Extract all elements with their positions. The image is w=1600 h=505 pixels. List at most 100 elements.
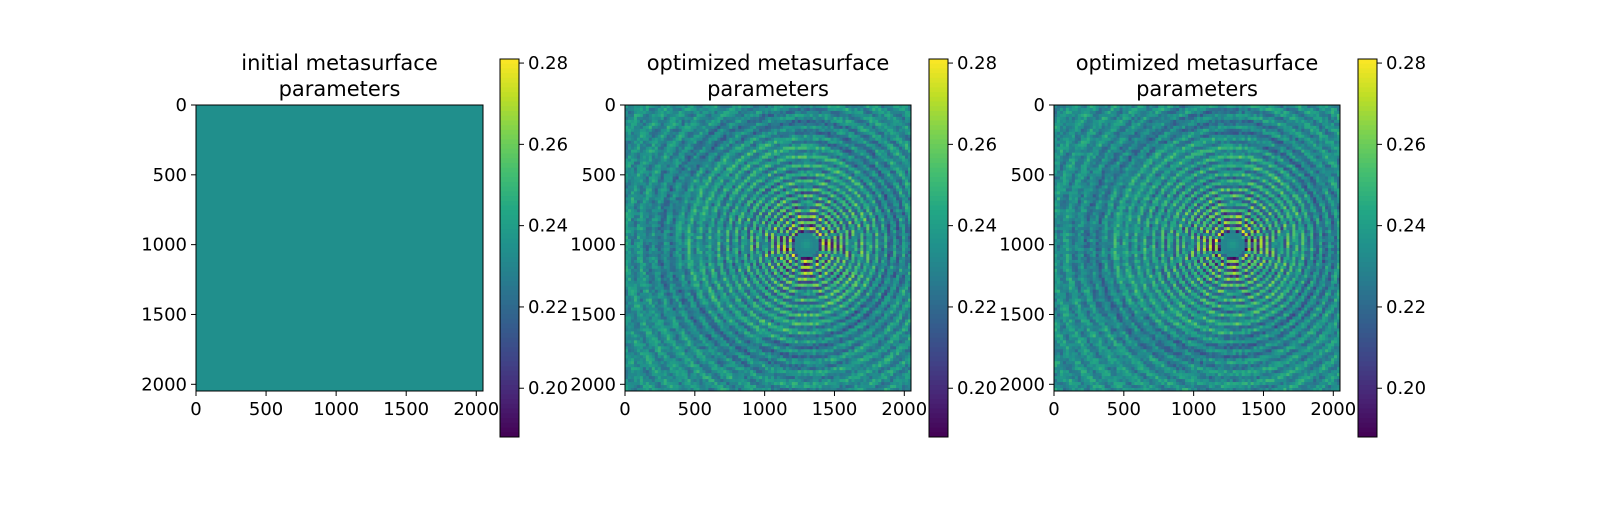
heatmap-cell [837, 251, 840, 254]
heatmap-cell [896, 174, 899, 177]
heatmap-cell [825, 156, 828, 159]
heatmap-cell [699, 144, 702, 147]
heatmap-cell [738, 105, 741, 108]
heatmap-cell [768, 129, 771, 132]
heatmap-cell [697, 203, 700, 206]
heatmap-cell [667, 105, 670, 108]
heatmap-cell [860, 188, 863, 191]
heatmap-cell [726, 159, 729, 162]
heatmap-cell [726, 123, 729, 126]
heatmap-cell [816, 135, 819, 138]
heatmap-cell [801, 206, 804, 209]
heatmap-cell [786, 212, 789, 215]
heatmap-cell [863, 123, 866, 126]
heatmap-cell [649, 168, 652, 171]
heatmap-cell [762, 224, 765, 227]
heatmap-cell [753, 174, 756, 177]
heatmap-cell [837, 188, 840, 191]
heatmap-cell [887, 251, 890, 254]
colorbar-segment [500, 163, 519, 168]
heatmap-cell [735, 123, 738, 126]
heatmap-cell [747, 221, 750, 224]
heatmap-cell [694, 224, 697, 227]
heatmap-cell [747, 230, 750, 233]
heatmap-cell [831, 138, 834, 141]
colorbar-segment [500, 239, 519, 244]
heatmap-cell [717, 239, 720, 242]
heatmap-cell [732, 174, 735, 177]
heatmap-cell [747, 191, 750, 194]
heatmap-cell [673, 245, 676, 248]
heatmap-cell [866, 242, 869, 245]
heatmap-cell [896, 162, 899, 165]
heatmap-cell [857, 233, 860, 236]
heatmap-cell [890, 182, 893, 185]
heatmap-cell [729, 105, 732, 108]
heatmap-cell [857, 197, 860, 200]
heatmap-cell [738, 179, 741, 182]
heatmap-cell [634, 185, 637, 188]
heatmap-cell [658, 108, 661, 111]
heatmap-cell [676, 174, 679, 177]
heatmap-cell [679, 141, 682, 144]
heatmap-cell [726, 162, 729, 165]
heatmap-cell [851, 224, 854, 227]
heatmap-cell [732, 188, 735, 191]
heatmap-cell [896, 114, 899, 117]
heatmap-cell [825, 129, 828, 132]
heatmap-cell [673, 168, 676, 171]
heatmap-cell [667, 132, 670, 135]
heatmap-cell [872, 156, 875, 159]
heatmap-cell [711, 135, 714, 138]
heatmap-cell [801, 156, 804, 159]
heatmap-cell [825, 185, 828, 188]
heatmap-cell [896, 177, 899, 180]
heatmap-cell [798, 200, 801, 203]
heatmap-cell [842, 159, 845, 162]
heatmap-cell [628, 188, 631, 191]
heatmap-cell [831, 182, 834, 185]
heatmap-cell [875, 233, 878, 236]
heatmap-cell [851, 126, 854, 129]
heatmap-cell [783, 135, 786, 138]
heatmap-image [625, 105, 911, 391]
heatmap-cell [792, 150, 795, 153]
heatmap-cell [840, 150, 843, 153]
heatmap-cell [676, 188, 679, 191]
colorbar-segment [500, 234, 519, 239]
heatmap-cell [729, 251, 732, 254]
heatmap-cell [834, 123, 837, 126]
heatmap-cell [658, 212, 661, 215]
heatmap-cell [810, 236, 813, 239]
heatmap-cell [711, 197, 714, 200]
heatmap-cell [771, 147, 774, 150]
heatmap-cell [670, 212, 673, 215]
heatmap-cell [786, 129, 789, 132]
heatmap-cell [637, 117, 640, 120]
heatmap-cell [887, 245, 890, 248]
heatmap-cell [720, 138, 723, 141]
heatmap-cell [902, 147, 905, 150]
heatmap-cell [697, 221, 700, 224]
heatmap-cell [857, 212, 860, 215]
heatmap-cell [783, 245, 786, 248]
heatmap-cell [813, 227, 816, 230]
heatmap-cell [750, 209, 753, 212]
heatmap-cell [825, 141, 828, 144]
heatmap-cell [723, 236, 726, 239]
heatmap-cell [655, 129, 658, 132]
heatmap-cell [825, 206, 828, 209]
colorbar-segment [500, 59, 519, 64]
heatmap-image [196, 105, 483, 391]
heatmap-cell [822, 200, 825, 203]
heatmap-cell [699, 239, 702, 242]
heatmap-cell [854, 230, 857, 233]
heatmap-cell [741, 227, 744, 230]
heatmap-cell [786, 233, 789, 236]
heatmap-cell [813, 215, 816, 218]
heatmap-cell [884, 105, 887, 108]
heatmap-cell [738, 111, 741, 114]
heatmap-cell [863, 135, 866, 138]
heatmap-cell [628, 203, 631, 206]
heatmap-cell [747, 129, 750, 132]
